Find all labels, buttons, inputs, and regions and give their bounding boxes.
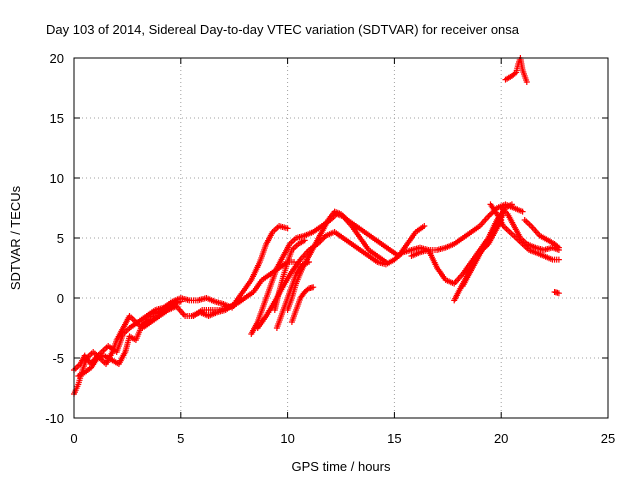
x-tick-label: 15 bbox=[387, 431, 401, 446]
x-tick-label: 10 bbox=[280, 431, 294, 446]
data-marker-cluster bbox=[521, 217, 562, 251]
series-track bbox=[271, 237, 308, 313]
x-axis-label: GPS time / hours bbox=[292, 459, 391, 474]
y-tick-label: -10 bbox=[45, 411, 64, 426]
series-track bbox=[71, 259, 297, 397]
series-track bbox=[459, 217, 505, 289]
series-track bbox=[75, 298, 184, 379]
chart-title: Day 103 of 2014, Sidereal Day-to-day VTE… bbox=[46, 22, 520, 37]
series-0 bbox=[71, 55, 562, 397]
y-tick-label: 10 bbox=[50, 171, 64, 186]
y-tick-label: 15 bbox=[50, 111, 64, 126]
data-marker-cluster bbox=[551, 289, 562, 297]
series-track bbox=[284, 208, 428, 313]
data-marker-cluster bbox=[502, 55, 530, 85]
data-marker-cluster bbox=[288, 284, 317, 325]
data-marker-cluster bbox=[459, 217, 505, 289]
x-tick-label: 20 bbox=[494, 431, 508, 446]
y-tick-label: 0 bbox=[57, 291, 64, 306]
data-marker-cluster bbox=[271, 237, 308, 313]
series-track bbox=[188, 223, 291, 319]
series-track bbox=[521, 217, 562, 251]
data-marker-cluster bbox=[71, 259, 297, 397]
data-layer bbox=[71, 55, 562, 397]
y-tick-label: -5 bbox=[52, 351, 64, 366]
data-marker-cluster bbox=[75, 298, 184, 379]
y-tick-label: 20 bbox=[50, 51, 64, 66]
grid bbox=[74, 58, 608, 418]
series-track bbox=[502, 55, 530, 85]
series-track bbox=[487, 201, 562, 263]
x-tick-label: 5 bbox=[177, 431, 184, 446]
x-tick-label: 0 bbox=[70, 431, 77, 446]
series-track bbox=[288, 284, 317, 325]
y-tick-label: 5 bbox=[57, 231, 64, 246]
data-marker-cluster bbox=[487, 201, 562, 263]
y-axis-label: SDTVAR / TECUs bbox=[8, 185, 23, 290]
data-marker-cluster bbox=[284, 208, 428, 313]
x-tick-label: 25 bbox=[601, 431, 615, 446]
data-marker-cluster bbox=[188, 223, 291, 319]
series-track bbox=[551, 289, 562, 297]
axes: 0 5 10 15 20 25 -10 -5 0 5 10 15 20 bbox=[45, 51, 615, 446]
series-track bbox=[498, 205, 562, 253]
data-marker-cluster bbox=[498, 205, 562, 253]
